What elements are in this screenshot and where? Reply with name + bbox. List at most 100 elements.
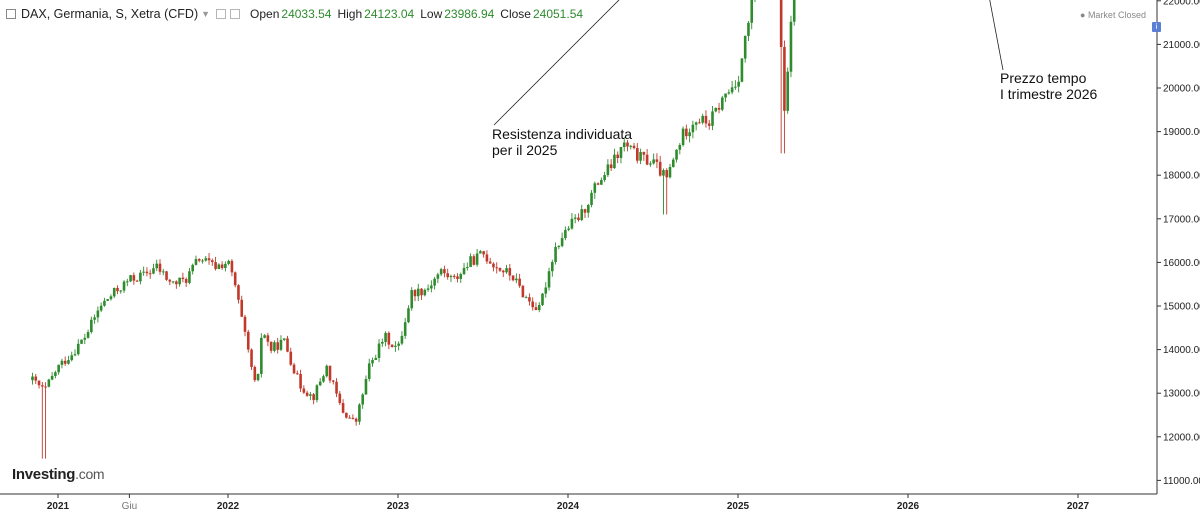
candle-body [600, 180, 603, 185]
candle-body [70, 355, 74, 361]
candle-body [747, 22, 750, 36]
candle-body [707, 123, 711, 126]
candle-body [528, 297, 531, 302]
candle-body [511, 275, 515, 281]
y-tick-label: 17000.00 [1163, 214, 1200, 225]
y-tick-label: 22000.00 [1163, 0, 1200, 7]
candle-body [371, 359, 374, 364]
resistance-connector [493, 0, 620, 126]
candle-body [135, 280, 139, 282]
candle-body [554, 246, 557, 263]
candle-body [345, 412, 348, 418]
candle-body [299, 373, 302, 389]
chart-header: DAX, Germania, S, Xetra (CFD) ▼ Open 240… [0, 0, 583, 28]
candle-body [701, 115, 704, 123]
candle-body [37, 380, 41, 386]
candle-body [191, 264, 194, 272]
y-tick-label: 11000.00 [1163, 476, 1200, 487]
candle-body [168, 279, 172, 282]
candle-body [331, 380, 335, 382]
close-value: 24051.54 [532, 7, 584, 21]
candle-body [129, 275, 132, 282]
candle-body [178, 277, 181, 285]
y-tick-label: 15000.00 [1163, 302, 1200, 313]
candle-body [158, 263, 162, 272]
candle-body [629, 145, 633, 147]
candle-body [367, 363, 371, 379]
candle-body [452, 276, 456, 278]
candle-body [394, 345, 397, 348]
candle-body [469, 256, 472, 268]
candle-body [570, 218, 574, 229]
candle-body [224, 263, 227, 269]
info-icon[interactable]: i [1152, 22, 1161, 32]
candle-body [466, 267, 469, 269]
candle-body [675, 149, 678, 160]
candle-body [783, 46, 786, 111]
candle-body [119, 290, 123, 292]
candle-body [714, 107, 718, 112]
candle-body [665, 170, 669, 178]
indicator-icon[interactable] [230, 9, 241, 19]
candle-body [361, 394, 364, 405]
chevron-down-icon[interactable]: ▼ [201, 9, 211, 19]
candle-body [243, 316, 247, 332]
candle-body [171, 281, 175, 283]
candle-body [273, 342, 276, 351]
candle-body [47, 379, 51, 387]
candle-body [694, 122, 698, 125]
instrument-title[interactable]: DAX, Germania, S, Xetra (CFD) [21, 7, 199, 21]
candle-body [315, 385, 319, 401]
candle-body [603, 175, 606, 181]
candle-body [296, 373, 299, 375]
candle-body [103, 300, 106, 306]
candle-body [338, 393, 342, 403]
candle-body [57, 364, 60, 373]
logo-suffix: .com [75, 466, 105, 482]
candle-body [462, 267, 466, 275]
candle-body [531, 301, 534, 308]
candle-body [613, 154, 616, 169]
candle-body [400, 335, 404, 344]
target-connector [989, 0, 1004, 71]
logo-main: Investing [12, 466, 76, 483]
candle-body [67, 360, 70, 364]
candle-body [671, 159, 675, 168]
symbol-menu-icon[interactable] [6, 9, 16, 19]
candle-body [482, 251, 485, 255]
candle-body [577, 217, 580, 221]
candle-body [475, 253, 479, 265]
candle-body [750, 0, 754, 23]
candle-body [116, 287, 119, 292]
candle-body [488, 261, 492, 264]
candle-body [139, 272, 142, 282]
candle-body [505, 268, 508, 273]
candle-body [492, 263, 495, 268]
x-tick-label: 2021 [47, 501, 70, 512]
candle-body [96, 310, 100, 318]
candle-body [31, 376, 34, 381]
candle-body [443, 269, 446, 274]
candle-body [498, 267, 502, 271]
candle-body [309, 394, 312, 396]
candle-body [237, 285, 240, 300]
y-tick-label: 14000.00 [1163, 345, 1200, 356]
candle-body [381, 341, 384, 344]
candle-body [688, 132, 691, 137]
candle-body [364, 378, 368, 395]
candle-body [658, 161, 662, 176]
candle-body [50, 375, 54, 380]
candle-body [560, 238, 564, 247]
candle-body [547, 271, 551, 288]
candle-body [472, 256, 476, 265]
candle-body [681, 128, 685, 146]
low-label: Low [420, 7, 443, 21]
candle-body [93, 317, 96, 320]
open-label: Open [250, 7, 280, 21]
candle-body [524, 297, 528, 299]
candle-body [596, 183, 600, 185]
settings-icon[interactable] [216, 9, 227, 19]
candle-body [717, 107, 721, 110]
candle-body [358, 404, 361, 422]
